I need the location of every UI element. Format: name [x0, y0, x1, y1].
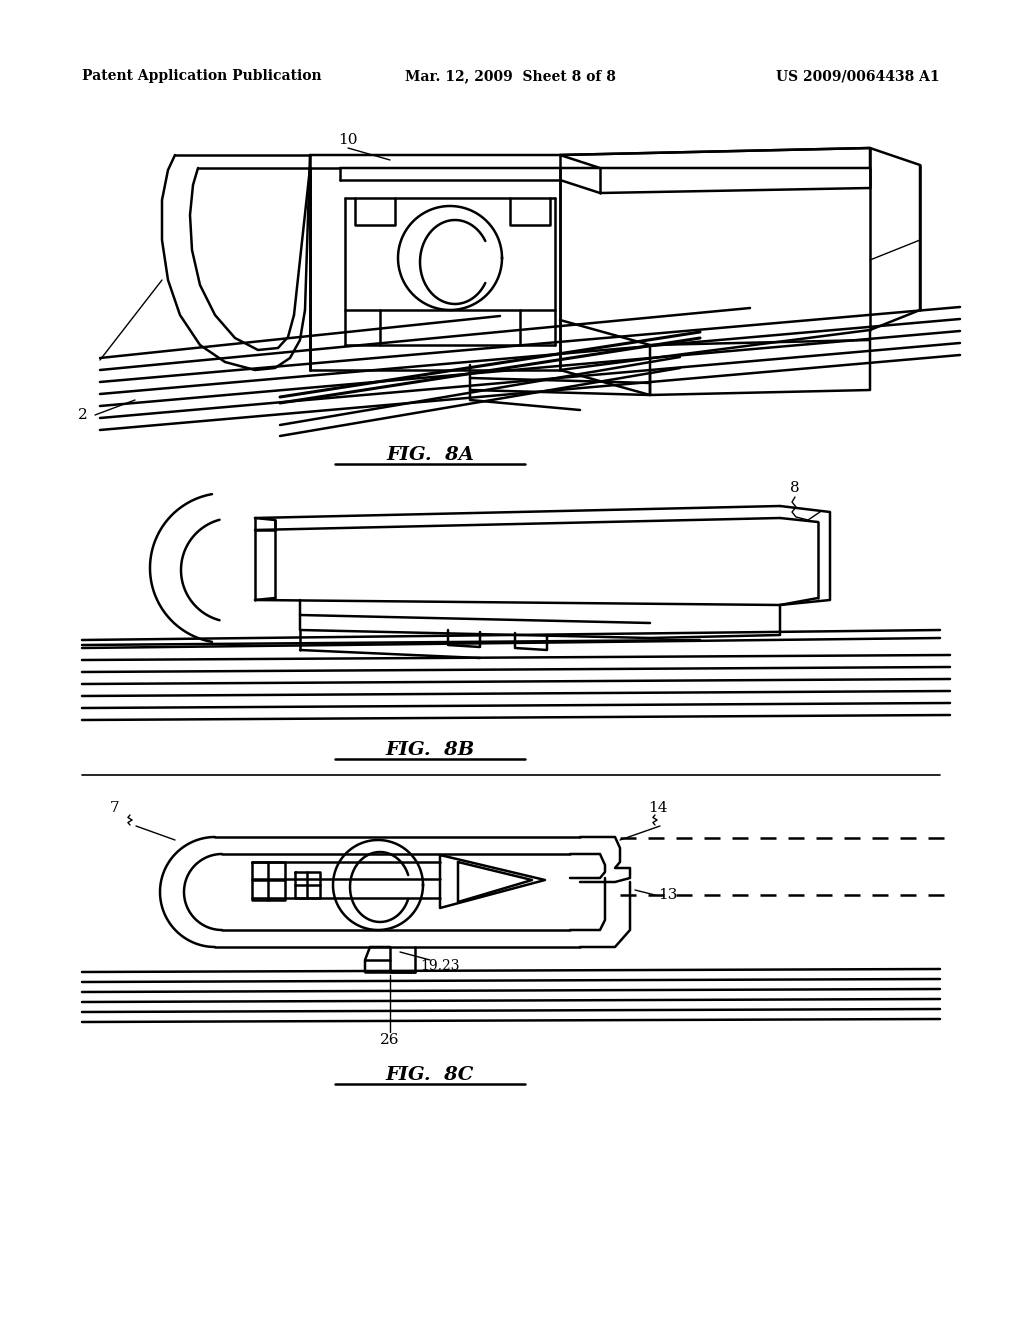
Text: US 2009/0064438 A1: US 2009/0064438 A1 [776, 69, 940, 83]
Text: 14: 14 [648, 801, 668, 814]
Text: Mar. 12, 2009  Sheet 8 of 8: Mar. 12, 2009 Sheet 8 of 8 [404, 69, 615, 83]
Text: 8: 8 [791, 480, 800, 495]
Text: 7: 7 [111, 801, 120, 814]
Text: FIG.  8A: FIG. 8A [386, 446, 474, 465]
Text: 19,23: 19,23 [420, 958, 460, 972]
Text: FIG.  8C: FIG. 8C [386, 1067, 474, 1084]
Text: 2: 2 [78, 408, 88, 422]
Text: FIG.  8B: FIG. 8B [385, 741, 475, 759]
Text: 13: 13 [658, 888, 678, 902]
Text: Patent Application Publication: Patent Application Publication [82, 69, 322, 83]
Text: 26: 26 [380, 1034, 399, 1047]
Text: 10: 10 [338, 133, 357, 147]
